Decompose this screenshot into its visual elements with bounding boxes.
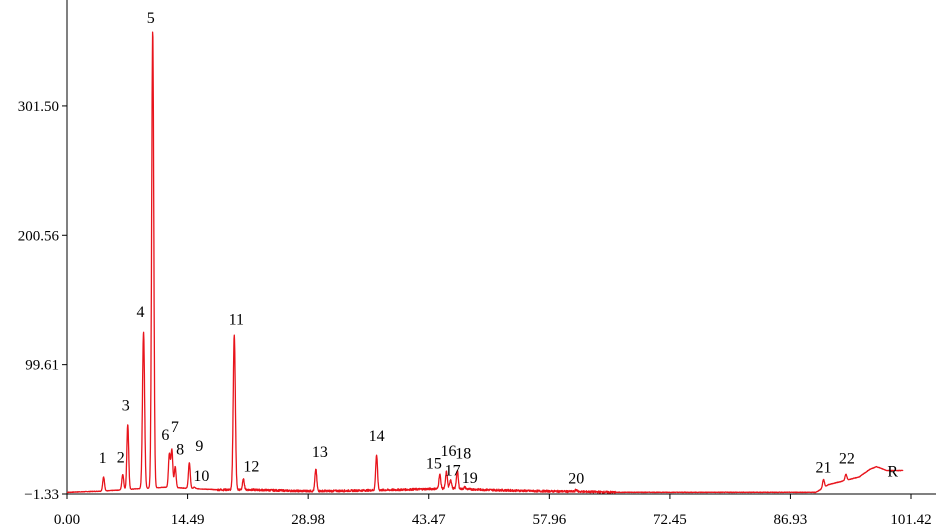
peak-label-2: 2 <box>117 449 125 466</box>
peak-label-19: 19 <box>462 470 478 487</box>
end-label: R <box>887 464 898 481</box>
x-tick-label: 101.42 <box>890 512 931 528</box>
x-tick-label: 43.47 <box>412 512 446 528</box>
peak-label-8: 8 <box>176 442 184 459</box>
peak-label-16: 16 <box>440 443 456 460</box>
peak-label-12: 12 <box>243 458 259 475</box>
peak-label-5: 5 <box>147 10 155 27</box>
y-tick-label: 200.56 <box>18 228 60 244</box>
axes: −1.33 99.61 200.56 301.50 0.00 14.49 28.98 43.… <box>18 0 936 528</box>
peak-label-9: 9 <box>195 438 203 455</box>
x-tick-label: 0.00 <box>54 512 80 528</box>
y-tick-label: 99.61 <box>25 358 59 374</box>
chromatogram-trace <box>66 31 904 494</box>
peak-label-13: 13 <box>312 444 328 461</box>
y-tick-label: −1.33 <box>24 487 59 503</box>
x-tick-label: 72.45 <box>653 512 687 528</box>
peak-label-7: 7 <box>171 419 179 436</box>
peak-label-18: 18 <box>455 446 471 463</box>
peak-label-4: 4 <box>137 304 145 321</box>
peak-label-6: 6 <box>161 427 169 444</box>
peak-label-21: 21 <box>815 459 831 476</box>
x-tick-label: 86.93 <box>774 512 808 528</box>
y-tick-label: 301.50 <box>18 99 59 115</box>
peak-label-15: 15 <box>426 455 442 472</box>
peak-label-3: 3 <box>122 397 130 414</box>
peak-label-10: 10 <box>193 468 209 485</box>
x-tick-label: 57.96 <box>532 512 566 528</box>
peak-label-14: 14 <box>369 428 385 445</box>
peak-label-22: 22 <box>839 450 855 467</box>
x-tick-label: 28.98 <box>291 512 325 528</box>
peak-label-17: 17 <box>445 462 461 479</box>
peak-label-20: 20 <box>568 471 584 488</box>
peak-label-1: 1 <box>99 450 107 467</box>
x-tick-label: 14.49 <box>171 512 205 528</box>
peak-label-11: 11 <box>229 312 244 329</box>
